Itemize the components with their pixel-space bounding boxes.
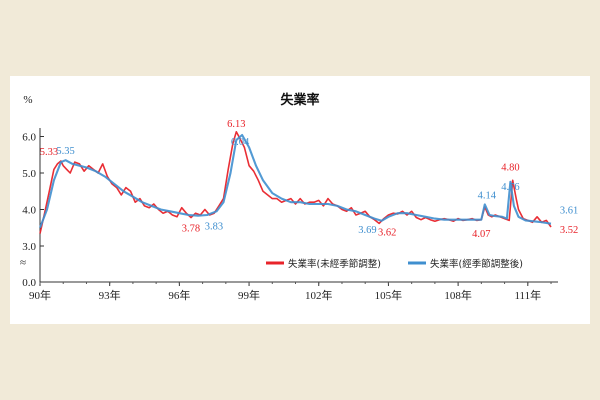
series-line-unadjusted [39, 130, 552, 234]
y-tick-label: 3.0 [22, 241, 36, 253]
data-label: 5.35 [56, 146, 74, 157]
x-tick-label: 111年 [514, 288, 541, 302]
unemployment-chart: 失業率 % 0.0 3.0 4.0 5.0 6.0 ≈90年 93年 96年 99年 102年 105… [20, 92, 578, 302]
x-tick-label: 99年 [238, 288, 260, 302]
y-tick-label: 0.0 [22, 277, 36, 289]
y-tick-label: 5.0 [22, 168, 36, 180]
x-tick-label: 96年 [168, 288, 190, 302]
data-label: 4.76 [501, 182, 519, 193]
data-label: 3.69 [358, 225, 376, 236]
data-label: 4.07 [472, 229, 490, 240]
data-label: 5.33 [40, 147, 58, 158]
data-label: 6.04 [231, 137, 250, 148]
data-label: 3.83 [205, 222, 223, 233]
legend-label: 失業率(未經季節調整) [288, 258, 381, 270]
x-tick-label: 102年 [305, 288, 333, 302]
y-tick-label: 6.0 [22, 132, 36, 144]
data-label: 3.78 [182, 224, 200, 235]
legend-label: 失業率(經季節調整後) [430, 258, 523, 270]
data-label: 3.61 [560, 206, 578, 217]
chart-title: 失業率 [280, 92, 319, 108]
series-line-adjusted [39, 133, 552, 229]
data-label: 4.14 [478, 190, 497, 201]
data-label: 4.80 [501, 162, 519, 173]
axis-break-symbol: ≈ [20, 257, 26, 269]
data-label: 3.62 [378, 227, 396, 238]
y-axis-label: % [23, 94, 32, 106]
data-label: 3.52 [560, 225, 578, 236]
y-tick-label: 4.0 [22, 205, 36, 217]
data-label: 6.13 [227, 119, 245, 130]
x-tick-label: 90年 [29, 288, 51, 302]
x-tick-label: 93年 [99, 288, 121, 302]
x-tick-label: 108年 [444, 288, 472, 302]
chart-panel: 失業率 % 0.0 3.0 4.0 5.0 6.0 ≈90年 93年 96年 99年 102年 105… [10, 76, 590, 324]
x-tick-label: 105年 [375, 288, 403, 302]
